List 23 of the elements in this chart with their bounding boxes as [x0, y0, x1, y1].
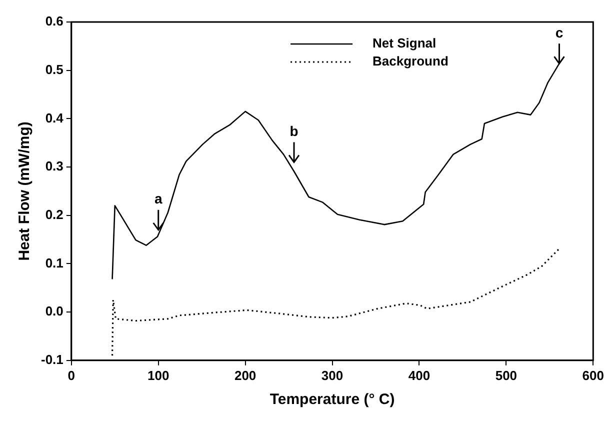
- y-tick-label: 0.0: [45, 304, 64, 319]
- x-tick-label: 100: [148, 368, 170, 383]
- x-tick-label: 600: [582, 368, 604, 383]
- legend-label: Background: [372, 54, 448, 69]
- y-tick-label: 0.4: [45, 110, 64, 126]
- y-tick-label: 0.2: [45, 206, 64, 222]
- x-tick-label: 500: [495, 368, 518, 383]
- y-tick-label: 0.6: [45, 14, 64, 29]
- x-tick-label: 0: [68, 368, 76, 383]
- y-tick-label: 0.5: [45, 62, 64, 77]
- y-tick-label: -0.1: [40, 352, 64, 367]
- annotation: b: [290, 123, 298, 140]
- annotation: c: [555, 24, 564, 40]
- line-series: [111, 248, 560, 356]
- x-axis-title: Temperature (° C): [270, 391, 395, 408]
- annotation: a: [154, 190, 162, 207]
- x-tick-label: 400: [408, 368, 430, 383]
- y-tick-label: 0.3: [45, 158, 64, 174]
- x-tick-label: 200: [234, 368, 256, 383]
- y-tick-label: 0.1: [45, 255, 64, 270]
- x-tick-label: 300: [321, 368, 344, 383]
- legend-label: Net Signal: [372, 36, 436, 51]
- y-axis-title: Heat Flow (mW/mg): [16, 122, 34, 261]
